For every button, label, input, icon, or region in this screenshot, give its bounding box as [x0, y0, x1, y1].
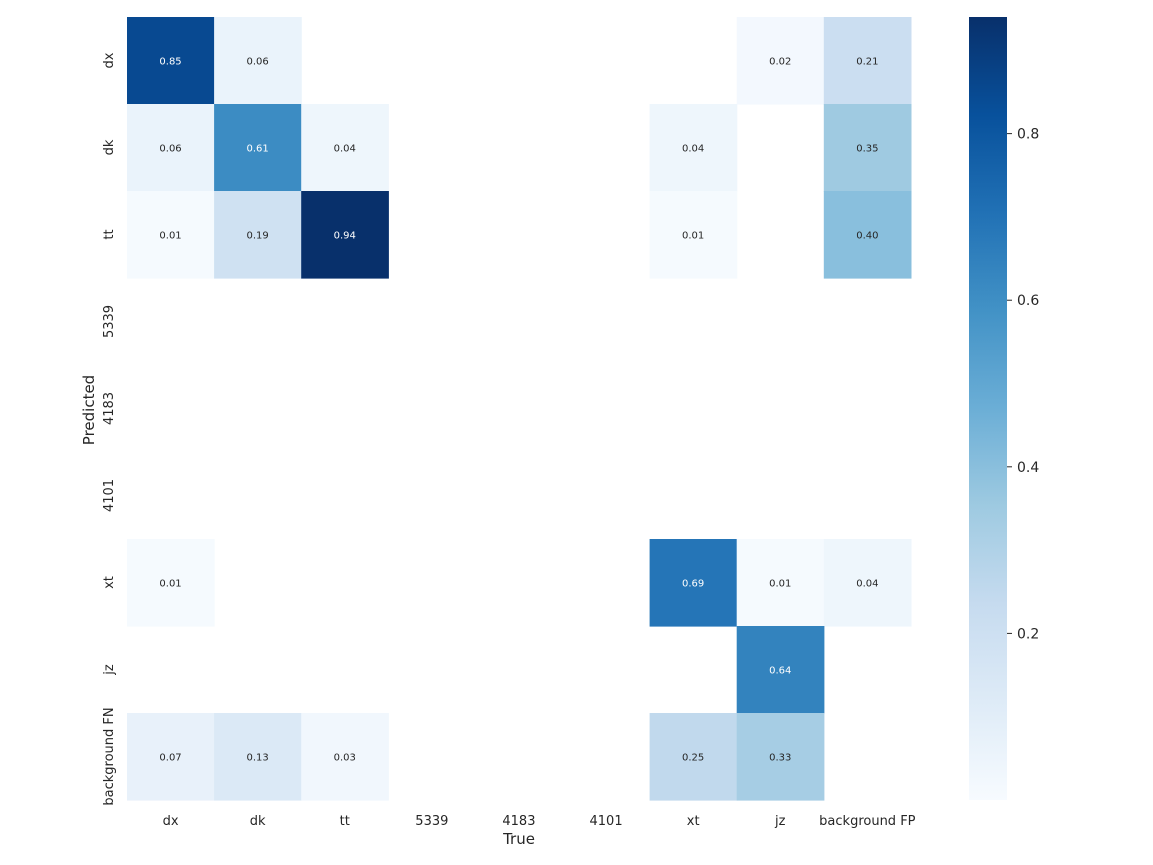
y-tick-label: 4101 — [102, 479, 117, 512]
heatmap-cell — [214, 713, 302, 801]
cell-value-label: 0.94 — [334, 231, 356, 242]
x-tick-label: background FP — [819, 814, 915, 829]
y-tick-label: background FN — [102, 707, 117, 805]
heatmap-cell — [823, 539, 912, 627]
heatmap-cell — [127, 17, 215, 105]
y-tick-label: tt — [102, 229, 117, 239]
x-tick-label: 4101 — [590, 814, 623, 829]
cell-value-label: 0.85 — [159, 57, 181, 68]
cell-value-label: 0.01 — [769, 579, 791, 590]
cell-value-label: 0.33 — [769, 753, 791, 764]
cell-value-label: 0.02 — [769, 57, 791, 68]
y-axis-label: Predicted — [80, 375, 98, 445]
colorbar-tick-label: 0.2 — [1017, 626, 1039, 642]
colorbar — [969, 17, 1007, 800]
heatmap-cell — [823, 104, 912, 192]
cell-value-label: 0.04 — [856, 579, 878, 590]
x-tick-label: 4183 — [502, 814, 535, 829]
heatmap-cell — [214, 191, 302, 279]
cell-value-label: 0.01 — [159, 579, 181, 590]
cell-value-label: 0.01 — [682, 231, 704, 242]
y-tick-label: 4183 — [102, 392, 117, 425]
heatmap-cell — [649, 713, 738, 801]
x-tick-label: jz — [774, 814, 786, 829]
heatmap-cell — [823, 17, 912, 105]
heatmap-cell — [736, 713, 825, 801]
cell-value-label: 0.61 — [247, 144, 269, 155]
y-tick-label: dx — [102, 52, 117, 68]
x-tick-label: 5339 — [415, 814, 448, 829]
x-tick-label: dk — [250, 814, 266, 829]
heatmap-cell — [736, 539, 825, 627]
y-tick-label: 5339 — [102, 305, 117, 338]
cell-value-label: 0.25 — [682, 753, 704, 764]
cell-value-label: 0.06 — [159, 144, 181, 155]
cell-value-label: 0.06 — [247, 57, 269, 68]
cell-value-label: 0.13 — [247, 753, 269, 764]
cell-value-label: 0.69 — [682, 579, 704, 590]
cell-value-label: 0.01 — [159, 231, 181, 242]
colorbar-ticks: 0.2 0.4 0.6 0.8 — [1007, 127, 1039, 642]
y-axis-tick-labels: dx dk tt 5339 4183 4101 xt jz background FN — [102, 52, 117, 805]
heatmap-cell — [649, 104, 738, 192]
cell-value-label: 0.04 — [334, 144, 356, 155]
colorbar-tick-label: 0.8 — [1017, 127, 1039, 143]
x-tick-label: tt — [340, 814, 350, 829]
cell-value-label: 0.07 — [159, 753, 181, 764]
y-tick-label: jz — [102, 664, 117, 676]
heatmap-cell — [214, 104, 302, 192]
heatmap-cell — [823, 191, 912, 279]
cell-value-label: 0.19 — [247, 231, 269, 242]
cell-value-label: 0.04 — [682, 144, 704, 155]
cell-value-label: 0.40 — [856, 231, 878, 242]
heatmap-cell — [649, 539, 738, 627]
x-axis-tick-labels: dx dk tt 5339 4183 4101 xt jz background FP — [163, 814, 916, 829]
heatmap-cell — [127, 191, 215, 279]
cell-value-label: 0.03 — [334, 753, 356, 764]
heatmap-cell — [301, 191, 389, 279]
heatmap-cells — [127, 17, 912, 801]
heatmap-cell — [214, 17, 302, 105]
heatmap-cell — [736, 626, 825, 714]
cell-value-label: 0.35 — [856, 144, 878, 155]
colorbar-tick-label: 0.6 — [1017, 293, 1039, 309]
heatmap-cell — [301, 713, 389, 801]
heatmap-cell-labels: 0.85 0.06 0.02 0.21 0.06 0.61 0.04 0.04 0.35 0.01… — [159, 57, 878, 764]
y-tick-label: dk — [102, 139, 117, 155]
y-tick-label: xt — [102, 576, 117, 589]
x-tick-label: dx — [163, 814, 179, 829]
x-tick-label: xt — [687, 814, 700, 829]
cell-value-label: 0.21 — [856, 57, 878, 68]
heatmap-cell — [127, 713, 215, 801]
heatmap-cell — [301, 104, 389, 192]
heatmap-cell — [736, 17, 825, 105]
colorbar-tick-label: 0.4 — [1017, 460, 1039, 476]
heatmap-cell — [127, 104, 215, 192]
x-axis-label: True — [502, 830, 535, 848]
cell-value-label: 0.64 — [769, 666, 791, 677]
heatmap-cell — [127, 539, 215, 627]
heatmap-cell — [649, 191, 738, 279]
